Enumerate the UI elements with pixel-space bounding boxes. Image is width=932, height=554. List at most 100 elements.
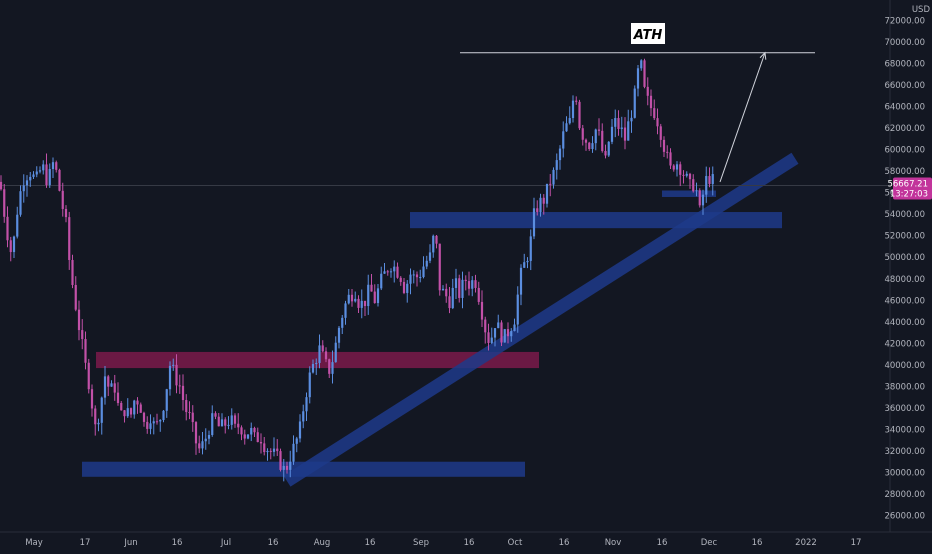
candle-body (38, 170, 42, 172)
candle (614, 109, 617, 138)
candle-body (230, 415, 233, 425)
candle (594, 128, 597, 151)
candle-body (669, 152, 672, 166)
candle (565, 116, 568, 132)
candle-body (516, 294, 519, 325)
candle (597, 118, 601, 136)
candle (672, 164, 675, 172)
candle-body (126, 408, 129, 417)
y-tick-label: 60000.00 (884, 146, 925, 156)
candle (305, 392, 308, 422)
candle (178, 374, 181, 394)
candle (688, 172, 692, 189)
candle (25, 175, 29, 197)
candle (308, 366, 311, 404)
candle (646, 77, 649, 106)
candle-body (640, 60, 643, 69)
candle (129, 407, 133, 418)
candle-body (282, 465, 285, 470)
candle (256, 427, 259, 443)
x-tick-label: May (25, 538, 43, 548)
candle (344, 300, 347, 325)
candle-body (269, 450, 272, 452)
candle (464, 275, 467, 291)
candle (487, 323, 490, 351)
candle-body (253, 427, 256, 433)
candle-body (285, 465, 289, 470)
candle-body (315, 362, 318, 365)
candle-body (185, 400, 188, 413)
candle (679, 161, 682, 187)
candle-body (3, 189, 6, 217)
candle (334, 336, 337, 363)
candle-body (672, 165, 675, 170)
y-tick-label: 48000.00 (884, 275, 925, 285)
candle (438, 243, 441, 296)
candle-body (246, 434, 250, 439)
candle-body (562, 131, 565, 149)
candle-body (597, 129, 601, 131)
current-price-label: 56667.21 (887, 179, 928, 189)
candle (454, 268, 458, 299)
candle-body (321, 345, 324, 352)
candle (412, 270, 415, 284)
candle (51, 157, 55, 178)
candle (584, 138, 588, 151)
candle-body (116, 392, 120, 403)
candle (581, 124, 584, 146)
candle-body (474, 280, 477, 288)
candle (84, 331, 87, 370)
candle (243, 429, 246, 445)
candle (259, 433, 263, 454)
candle (285, 461, 289, 474)
candle (146, 416, 149, 434)
candle-body (620, 127, 623, 129)
candle-body (64, 208, 68, 218)
candle-body (324, 351, 328, 360)
candle-body (188, 412, 191, 414)
candle (42, 160, 45, 175)
candle (435, 235, 438, 249)
candle-body (178, 385, 181, 387)
candle-body (367, 284, 370, 307)
candle (370, 273, 373, 292)
candle (233, 413, 237, 428)
candle (633, 85, 636, 119)
candle-body (217, 416, 220, 427)
candle-body (477, 287, 480, 302)
y-tick-label: 72000.00 (884, 16, 925, 26)
candle-body (45, 164, 48, 186)
candle (87, 358, 90, 394)
candle (659, 123, 662, 148)
candle-body (695, 190, 698, 192)
candle-body (610, 126, 614, 142)
x-tick-label: 17 (851, 538, 862, 548)
candle-body (692, 179, 695, 192)
candle-body (152, 421, 155, 424)
candle-body (575, 100, 578, 102)
candle-body (211, 413, 214, 435)
candle (623, 117, 627, 150)
candle (90, 384, 94, 417)
candle-body (581, 128, 584, 140)
x-tick-label: 16 (752, 538, 763, 548)
candle (536, 200, 539, 216)
candle (266, 448, 269, 461)
candle-body (623, 127, 627, 141)
candle-body (542, 197, 545, 204)
candle-body (601, 130, 604, 151)
y-tick-label: 44000.00 (884, 318, 925, 328)
candle-body (565, 123, 568, 132)
candle-body (402, 281, 406, 293)
candle-body (588, 142, 591, 149)
candle (532, 197, 536, 240)
y-tick-label: 36000.00 (884, 404, 925, 414)
candle-body (627, 121, 630, 141)
candle-body (25, 180, 29, 186)
candle (490, 327, 493, 345)
candle-body (220, 419, 224, 427)
candle (516, 286, 519, 333)
candle (97, 418, 100, 432)
